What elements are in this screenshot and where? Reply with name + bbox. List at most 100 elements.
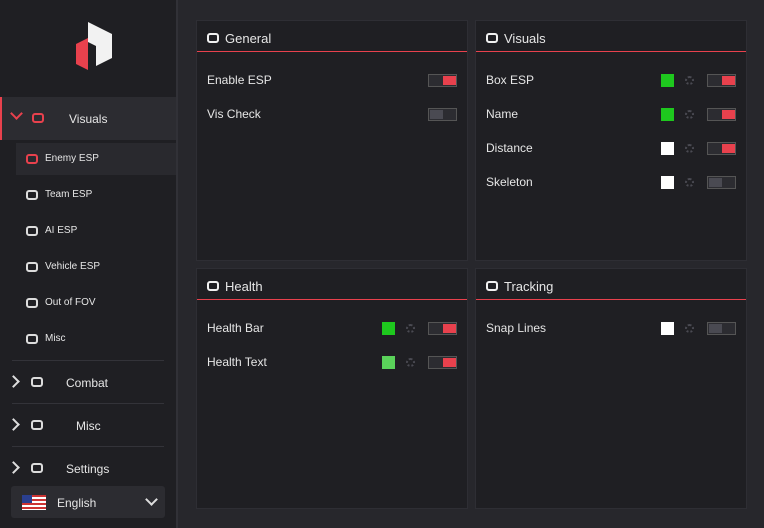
nav-label: Visuals [69,112,108,126]
nav-item[interactable]: Vehicle ESP [16,251,176,283]
divider [12,446,164,447]
divider [12,403,164,404]
chevron [7,461,20,474]
option-label: Vis Check [207,107,261,121]
icon [31,463,43,473]
toggle[interactable] [707,108,736,121]
nav-item[interactable]: AI ESP [16,215,176,247]
nav-item[interactable]: Enemy ESP [16,143,176,175]
nav-item-label: AI ESP [45,225,78,236]
toggle-knob [722,76,735,85]
toggle[interactable] [707,74,736,87]
nav-label: Misc [76,419,101,433]
option-label: Health Bar [207,321,264,335]
nav-item-label: Vehicle ESP [45,261,101,272]
nav-section[interactable]: Misc [0,404,176,446]
panel: Tracking Snap Lines [475,268,747,509]
icon [32,113,44,123]
panel-title: General [225,31,272,46]
chevron [7,375,20,388]
toggle[interactable] [428,108,457,121]
panel-title: Health [225,279,263,294]
chevron [145,493,158,506]
nav-item-label: Out of FOV [45,297,96,308]
color-swatch[interactable] [661,176,674,189]
color-swatch[interactable] [661,322,674,335]
panel: Visuals Box ESP Name Distance Skeleton [475,20,747,261]
option-label: Name [486,107,519,121]
language-select[interactable]: English [11,486,165,518]
settings-gear[interactable] [685,178,694,187]
title-underline [476,299,746,300]
option-label: Snap Lines [486,321,547,335]
title-underline [476,51,746,52]
icon [26,334,38,344]
icon [486,281,498,291]
color-swatch[interactable] [661,108,674,121]
logo [76,22,112,70]
nav-item-label: Team ESP [45,189,93,200]
icon [26,262,38,272]
color-swatch[interactable] [661,142,674,155]
icon [207,33,219,43]
toggle-knob [443,76,456,85]
option-label: Box ESP [486,73,535,87]
icon [26,154,38,164]
title-underline [197,51,467,52]
toggle-knob [722,110,735,119]
panel: Health Health Bar Health Text [196,268,468,509]
toggle-knob [443,358,456,367]
toggle-knob [430,110,443,119]
icon [31,420,43,430]
settings-gear[interactable] [406,358,415,367]
color-swatch[interactable] [382,356,395,369]
toggle[interactable] [428,356,457,369]
option-label: Skeleton [486,175,533,189]
language-label: English [57,496,97,510]
chevron [10,107,23,120]
panel: General Enable ESP Vis Check [196,20,468,261]
nav-item[interactable]: Misc [16,323,176,355]
flag-canton [22,495,32,503]
toggle-knob [722,144,735,153]
option-label: Enable ESP [207,73,272,87]
panel-title: Visuals [504,31,546,46]
panel-title: Tracking [504,279,554,294]
nav-label: Settings [66,462,110,476]
icon [26,190,38,200]
toggle[interactable] [707,322,736,335]
nav-label: Combat [66,376,109,390]
nav-item[interactable]: Out of FOV [16,287,176,319]
color-swatch[interactable] [661,74,674,87]
nav-item[interactable]: Team ESP [16,179,176,211]
icon [486,33,498,43]
toggle-knob [709,324,722,333]
nav-section[interactable]: Combat [0,361,176,403]
nav-section[interactable]: Settings [0,447,176,489]
option-label: Health Text [207,355,267,369]
icon [207,281,219,291]
divider [12,360,164,361]
settings-gear[interactable] [685,144,694,153]
toggle[interactable] [707,176,736,189]
toggle[interactable] [428,74,457,87]
toggle-knob [443,324,456,333]
toggle[interactable] [707,142,736,155]
icon [26,226,38,236]
nav-item-label: Enemy ESP [45,153,99,164]
settings-gear[interactable] [685,76,694,85]
color-swatch[interactable] [382,322,395,335]
sidebar: Visuals Enemy ESP Team ESP AI ESP Vehicle ES… [0,0,178,528]
icon [31,377,43,387]
nav-item-label: Misc [45,333,66,344]
title-underline [197,299,467,300]
settings-gear[interactable] [406,324,415,333]
option-label: Distance [486,141,533,155]
toggle[interactable] [428,322,457,335]
settings-gear[interactable] [685,324,694,333]
icon [26,298,38,308]
settings-gear[interactable] [685,110,694,119]
chevron [7,418,20,431]
nav-section[interactable]: Visuals [0,97,176,140]
